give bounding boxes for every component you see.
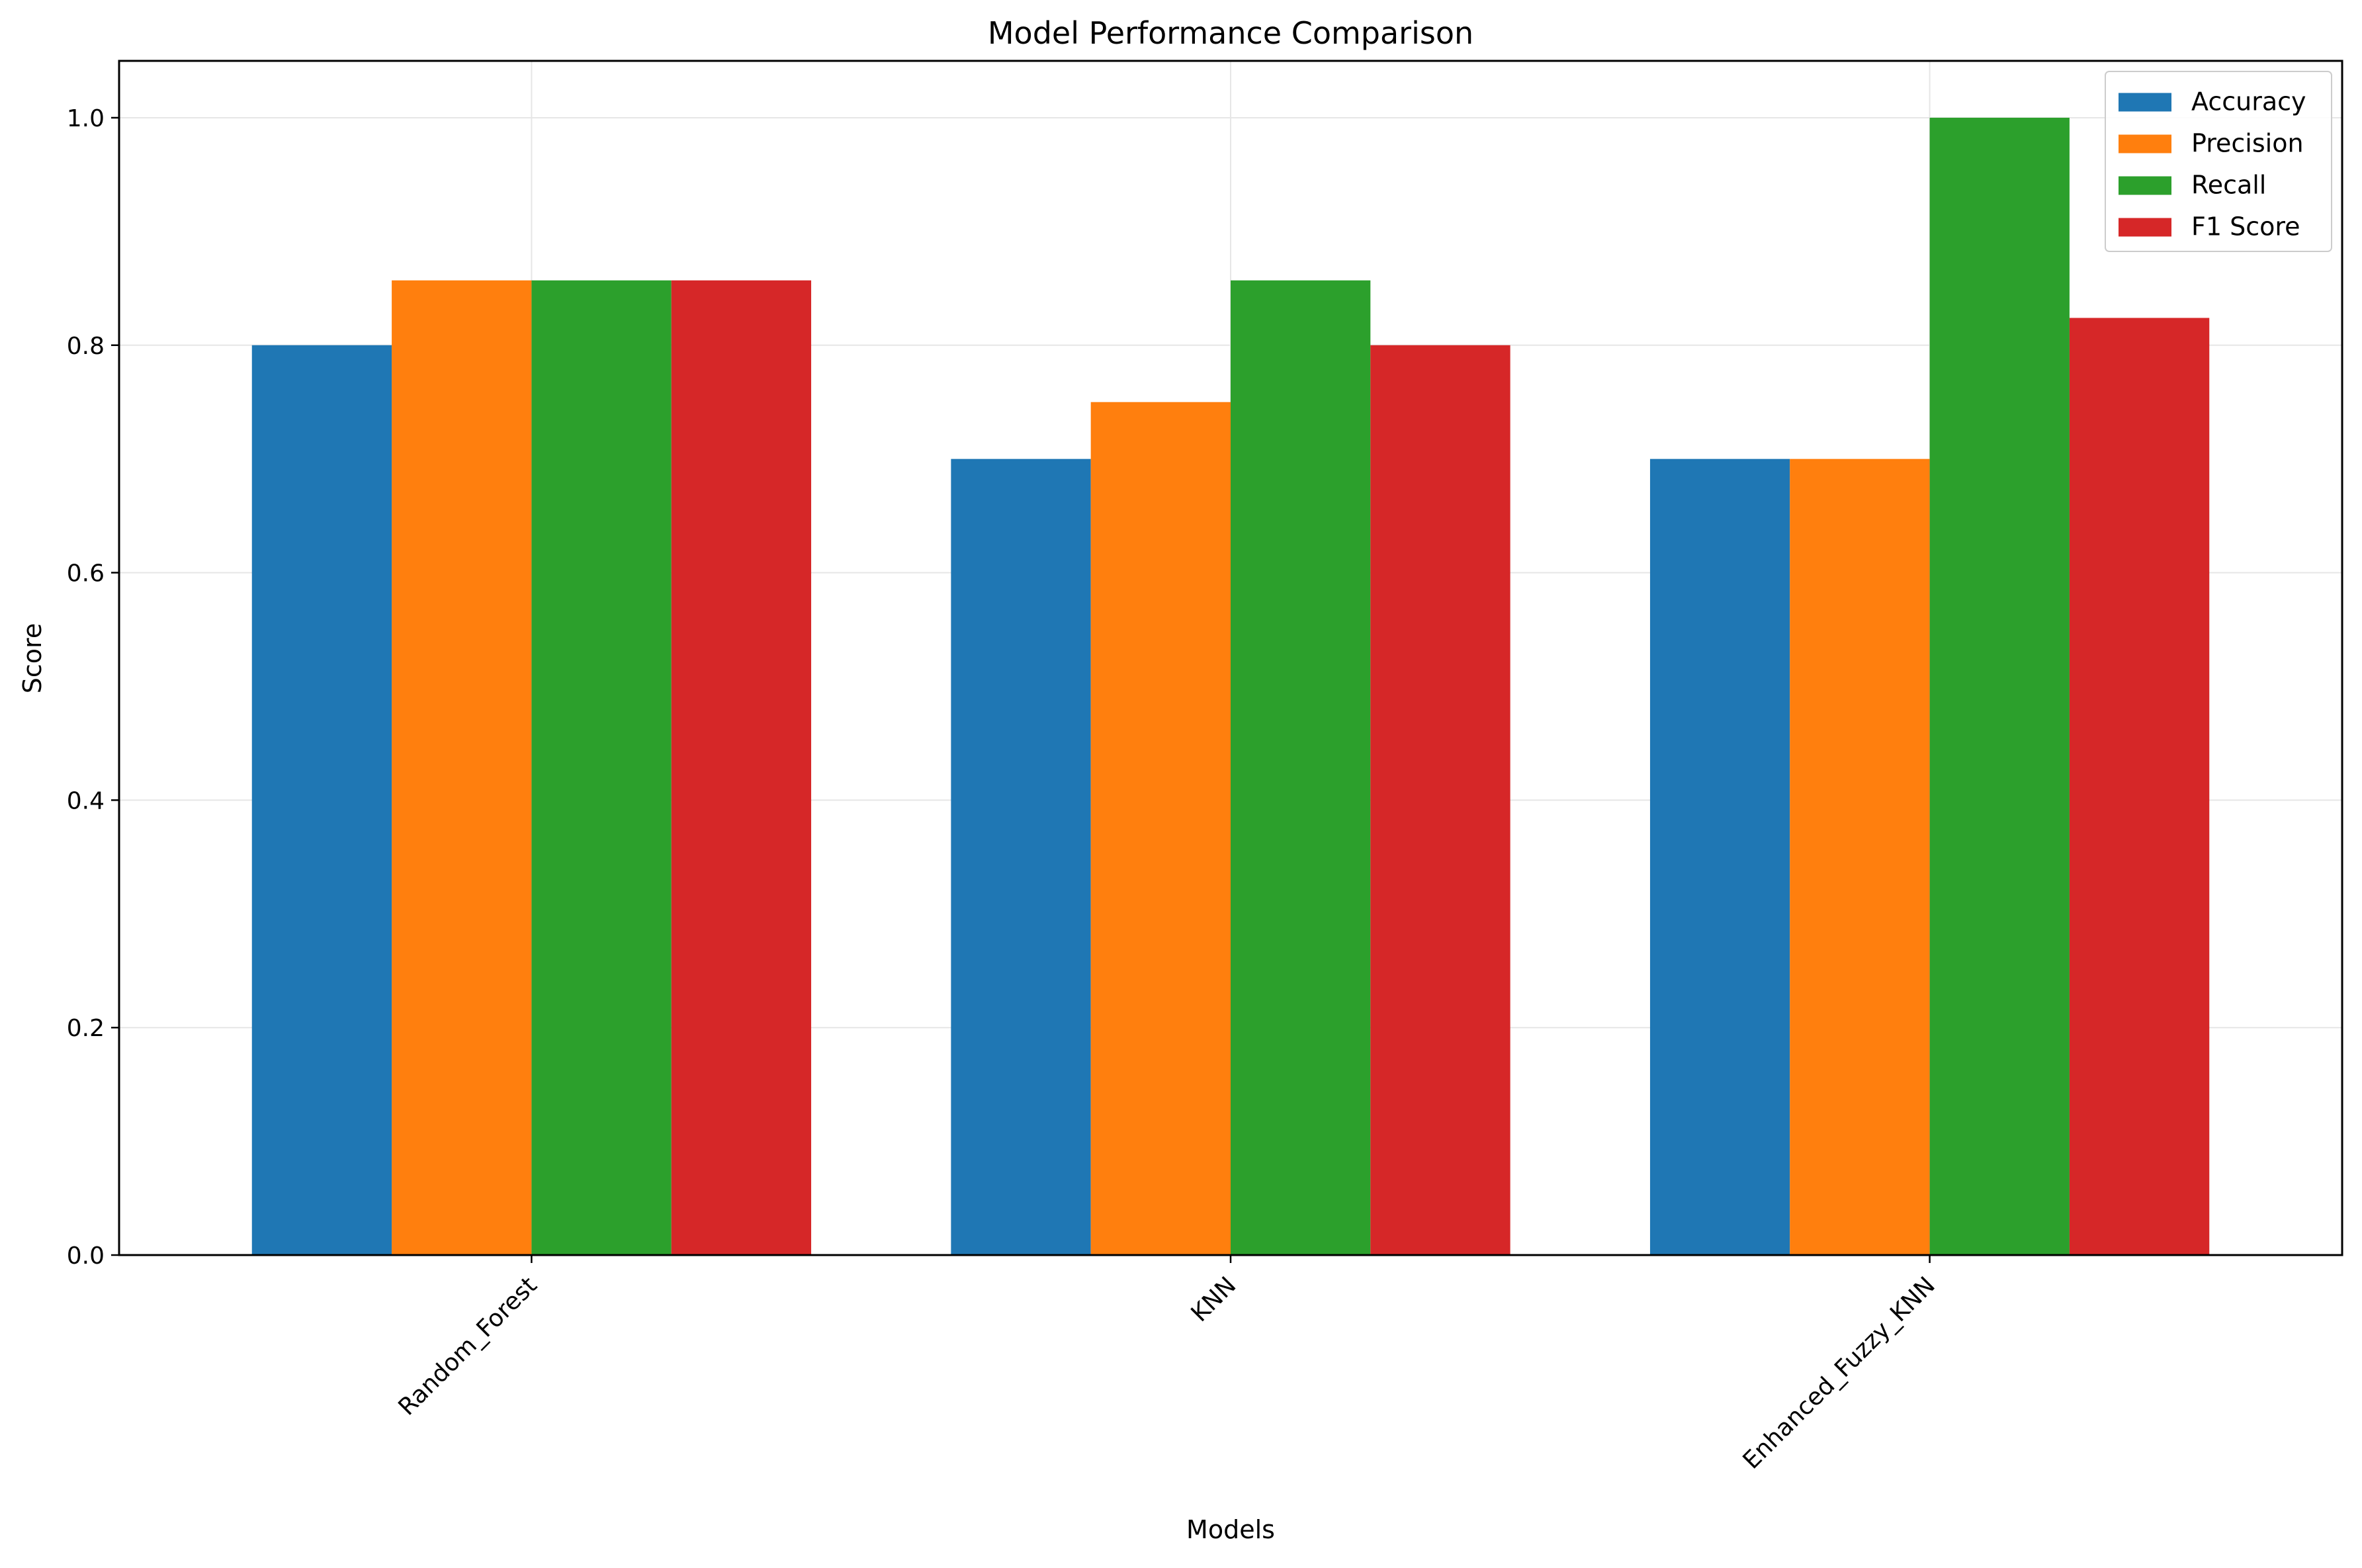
legend-swatch-precision [2119, 134, 2171, 153]
legend: Accuracy Precision Recall F1 Score [2105, 71, 2332, 252]
legend-label: F1 Score [2191, 212, 2300, 241]
y-axis-label: Score [18, 623, 47, 693]
y-tick-label: 0.2 [67, 1015, 105, 1042]
bar-precision-random-forest [392, 280, 532, 1256]
y-tick-label: 0.0 [67, 1242, 105, 1270]
legend-label: Precision [2191, 129, 2304, 158]
legend-swatch-accuracy [2119, 93, 2171, 112]
bar-accuracy-knn [951, 458, 1091, 1255]
bar-precision-enhanced-fuzzy-knn [1790, 458, 1930, 1255]
bar-f1-score-random-forest [671, 280, 812, 1256]
bar-precision-knn [1090, 402, 1231, 1255]
bar-recall-enhanced-fuzzy-knn [1929, 117, 2070, 1255]
bar-f1-score-knn [1370, 345, 1510, 1255]
legend-frame [2105, 71, 2332, 252]
y-tick-label: 1.0 [67, 105, 105, 132]
bar-f1-score-enhanced-fuzzy-knn [2069, 318, 2210, 1255]
chart-title: Model Performance Comparison [988, 15, 1473, 51]
x-axis-label: Models [1186, 1515, 1275, 1544]
bar-accuracy-enhanced-fuzzy-knn [1649, 458, 1790, 1255]
legend-swatch-recall [2119, 176, 2171, 195]
legend-swatch-f1-score [2119, 218, 2171, 237]
bar-recall-knn [1231, 280, 1371, 1256]
bar-recall-random-forest [531, 280, 672, 1256]
bar-accuracy-random-forest [251, 345, 392, 1255]
y-tick-label: 0.4 [67, 787, 105, 814]
legend-label: Recall [2191, 171, 2266, 200]
bars [251, 117, 2210, 1256]
legend-label: Accuracy [2191, 87, 2306, 116]
y-axis-ticks: 0.0 0.2 0.4 0.6 0.8 1.0 [67, 105, 119, 1270]
y-tick-label: 0.6 [67, 560, 105, 588]
y-tick-label: 0.8 [67, 333, 105, 360]
